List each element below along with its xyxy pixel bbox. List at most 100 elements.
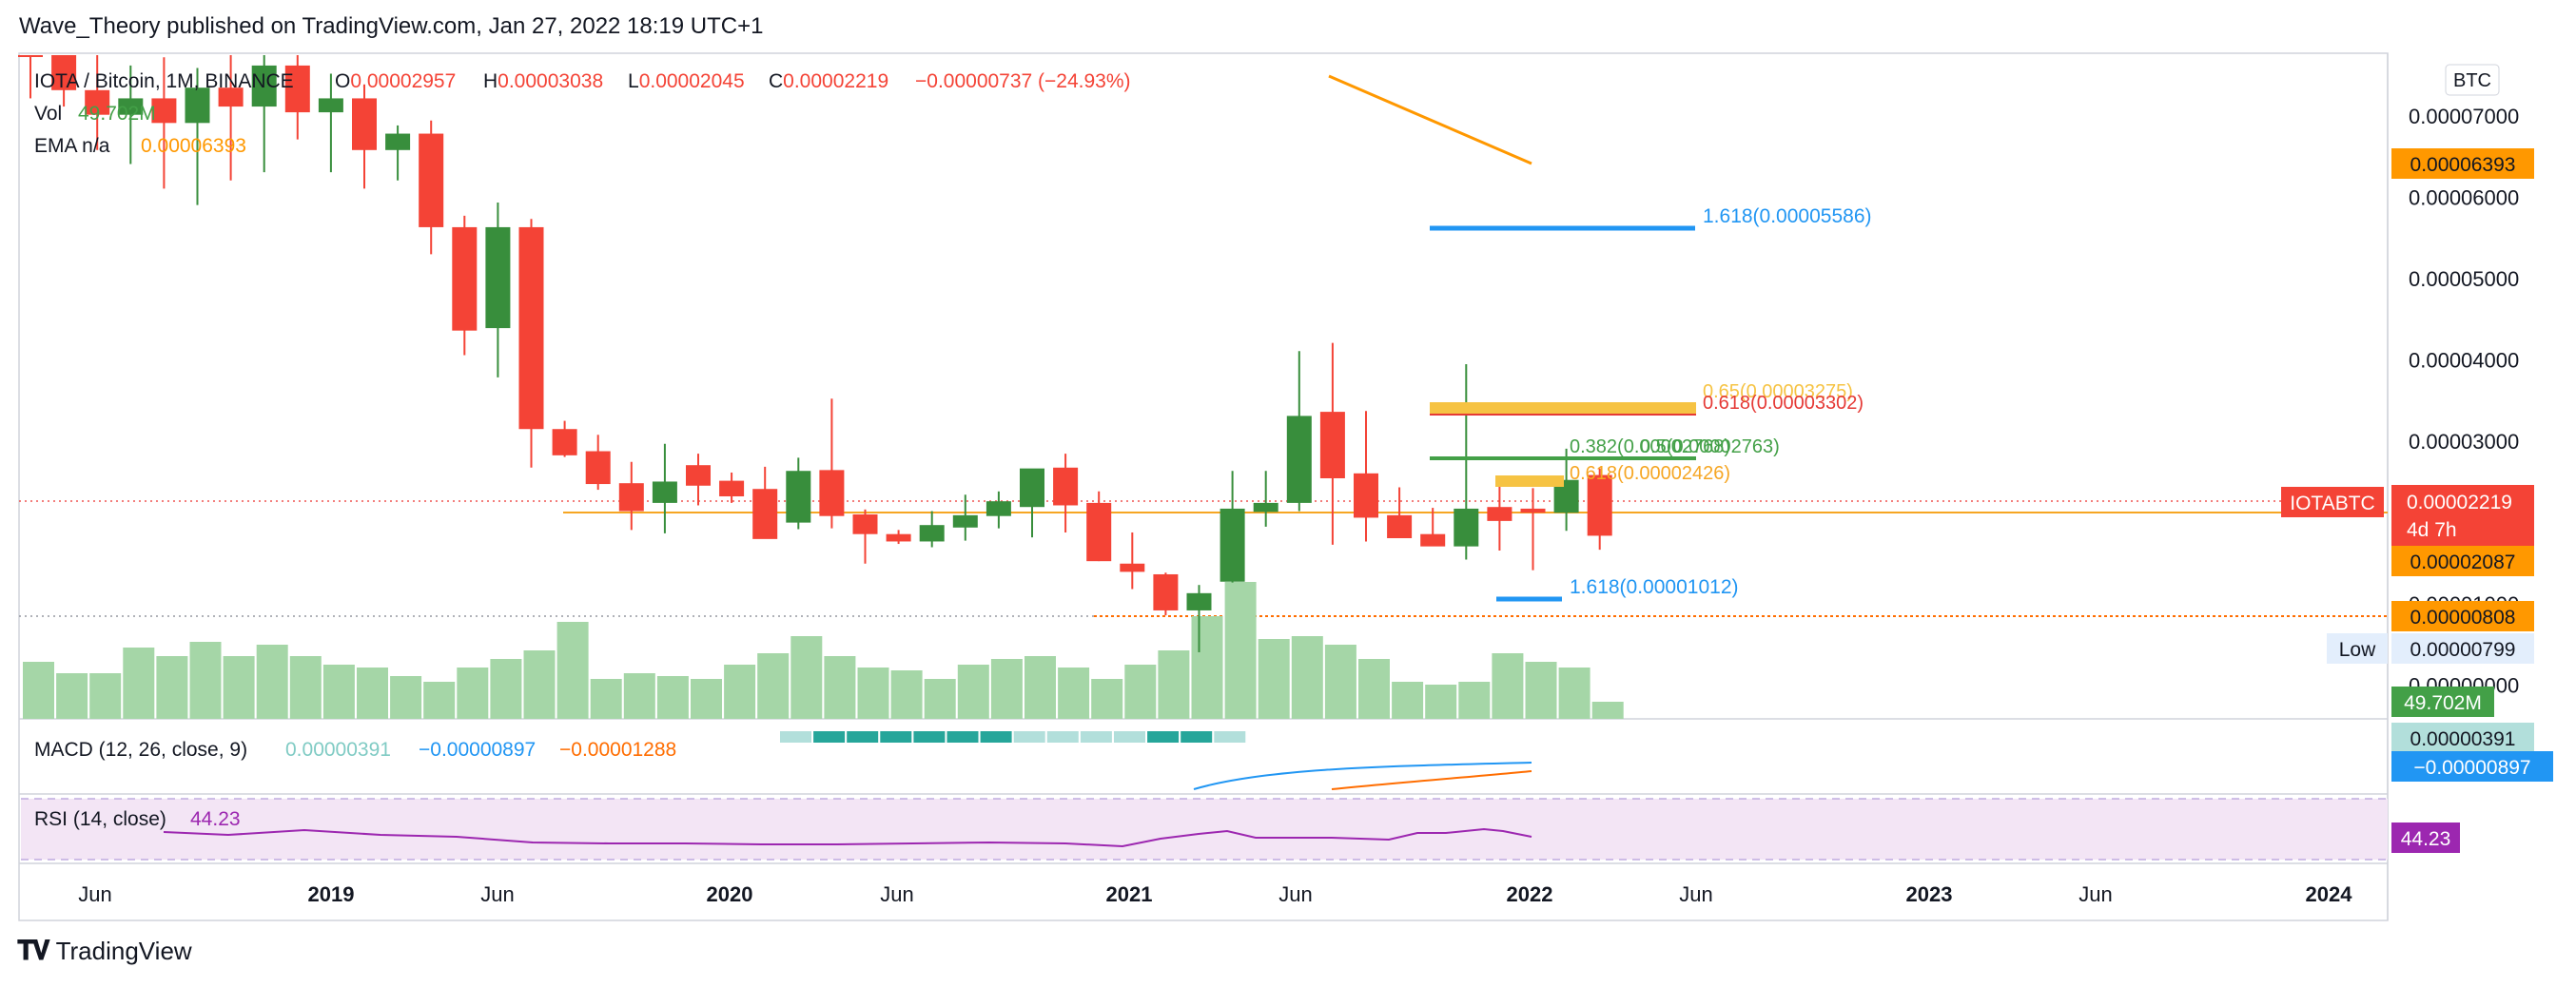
candle bbox=[852, 509, 878, 564]
countdown-text: 4d 7h bbox=[2407, 519, 2457, 541]
macd-histogram-bar bbox=[913, 731, 946, 743]
volume-bar bbox=[1358, 659, 1390, 719]
macd-tag1 bbox=[2391, 723, 2534, 753]
candle-body bbox=[1253, 502, 1278, 513]
candle bbox=[1387, 487, 1413, 539]
fib-upper-label: 1.618(0.00005586) bbox=[1703, 205, 1872, 227]
time-tick: 2019 bbox=[308, 882, 355, 906]
rsi-band bbox=[21, 799, 2388, 860]
candle-body bbox=[318, 98, 343, 113]
volume-bar bbox=[490, 659, 522, 719]
candle-body bbox=[852, 513, 878, 534]
macd-histogram-bar bbox=[1181, 731, 1213, 743]
candle bbox=[1220, 471, 1245, 583]
volume-bar bbox=[623, 673, 655, 719]
volume-bar bbox=[156, 656, 188, 719]
volume-bar bbox=[1224, 582, 1257, 719]
rsi-tag bbox=[2391, 822, 2460, 853]
candle-body bbox=[485, 226, 511, 329]
candle bbox=[1020, 468, 1044, 538]
candle-body bbox=[752, 489, 778, 539]
tv-logo-icon: 𝐓𝐕 bbox=[17, 936, 50, 965]
candle-body bbox=[51, 55, 77, 90]
rsi-legend-value: 44.23 bbox=[190, 808, 241, 830]
volume-bar bbox=[223, 656, 255, 719]
candle bbox=[618, 461, 644, 531]
tradingview-brand[interactable]: 𝐓𝐕 TradingView bbox=[17, 936, 192, 967]
volume-bar bbox=[1191, 616, 1223, 719]
volume-bar bbox=[1525, 662, 1557, 719]
volume-bar bbox=[1392, 682, 1424, 719]
candle-body bbox=[1186, 592, 1212, 610]
candle bbox=[1086, 491, 1112, 562]
symbol-tag-text: IOTABTC bbox=[2290, 493, 2374, 514]
candle bbox=[686, 454, 711, 506]
brand-name: TradingView bbox=[55, 937, 192, 965]
volume-bar bbox=[256, 645, 288, 719]
candle bbox=[1587, 468, 1612, 551]
macd-legend-v1: 0.00000391 bbox=[285, 739, 391, 761]
volume-bar bbox=[523, 650, 556, 719]
volume-bar bbox=[23, 662, 54, 719]
candle bbox=[752, 466, 778, 539]
candle-body bbox=[452, 226, 478, 331]
price-tick: 0.00007000 bbox=[2409, 105, 2519, 128]
candle-body bbox=[118, 98, 144, 115]
candle-body bbox=[1420, 533, 1446, 547]
candle bbox=[1120, 532, 1145, 590]
candle bbox=[452, 215, 478, 356]
volume-bar bbox=[289, 656, 322, 719]
currency-button[interactable] bbox=[2445, 64, 2500, 96]
vol-legend-label: Vol bbox=[34, 103, 62, 125]
candle-body bbox=[686, 465, 711, 486]
macd-legend-v2: −0.00000897 bbox=[419, 739, 536, 761]
volume-bar bbox=[691, 679, 722, 719]
volume-bar bbox=[1425, 685, 1457, 719]
symbol-title[interactable]: IOTA / Bitcoin, 1M, BINANCE bbox=[34, 70, 294, 92]
macd-histogram-bar bbox=[946, 731, 979, 743]
candle-body bbox=[1153, 573, 1179, 610]
candle-body bbox=[1587, 474, 1612, 536]
dotted-price-tag bbox=[2391, 601, 2534, 631]
ema-legend-value: 0.00006393 bbox=[141, 135, 246, 157]
macd-tag2-text: −0.00000897 bbox=[2413, 757, 2530, 779]
candle bbox=[819, 398, 845, 529]
last-price-tag bbox=[2391, 485, 2534, 546]
volume-bar bbox=[189, 642, 222, 719]
macd-histogram-bar bbox=[880, 731, 912, 743]
candle bbox=[518, 219, 544, 468]
candle bbox=[585, 435, 611, 491]
time-tick: Jun bbox=[2078, 882, 2112, 906]
ohlc-low: L0.00002045 bbox=[628, 70, 745, 92]
fib-618a-label: 0.618(0.00003302) bbox=[1703, 393, 1864, 414]
symbol-tag bbox=[2281, 487, 2384, 517]
candle bbox=[886, 530, 911, 545]
candle-body bbox=[151, 98, 177, 124]
macd-signal-line bbox=[1331, 770, 1532, 790]
volume-bar bbox=[890, 670, 923, 719]
price-tick: 0.00004000 bbox=[2409, 349, 2519, 373]
price-tick: 0.00006000 bbox=[2409, 186, 2519, 210]
macd-legend-label: MACD (12, 26, close, 9) bbox=[34, 739, 247, 761]
macd-histogram-bar bbox=[1114, 731, 1145, 743]
candle-body bbox=[1220, 508, 1245, 582]
volume-bar bbox=[724, 665, 756, 719]
candle bbox=[1454, 364, 1479, 560]
volume-bar bbox=[656, 676, 689, 719]
candle bbox=[1153, 572, 1179, 616]
rsi-line bbox=[163, 827, 1532, 848]
fib-5-label: 0.5(0.00002763) bbox=[1640, 436, 1780, 457]
macd-histogram-bar bbox=[1214, 731, 1246, 743]
candle bbox=[284, 55, 310, 140]
ohlc-open: O0.00002957 bbox=[335, 70, 456, 92]
candle bbox=[1286, 351, 1312, 512]
candle bbox=[385, 125, 411, 181]
candle bbox=[552, 420, 577, 457]
time-axis[interactable]: Jun 2019 Jun 2020 Jun 2021 Jun 2022 Jun 2023 Jun 20… bbox=[78, 882, 2352, 906]
volume-bar bbox=[457, 668, 489, 719]
macd-histogram-bar bbox=[1080, 731, 1112, 743]
candle bbox=[18, 55, 43, 99]
candle-body bbox=[251, 65, 277, 107]
macd-histogram-bar bbox=[1046, 731, 1079, 743]
